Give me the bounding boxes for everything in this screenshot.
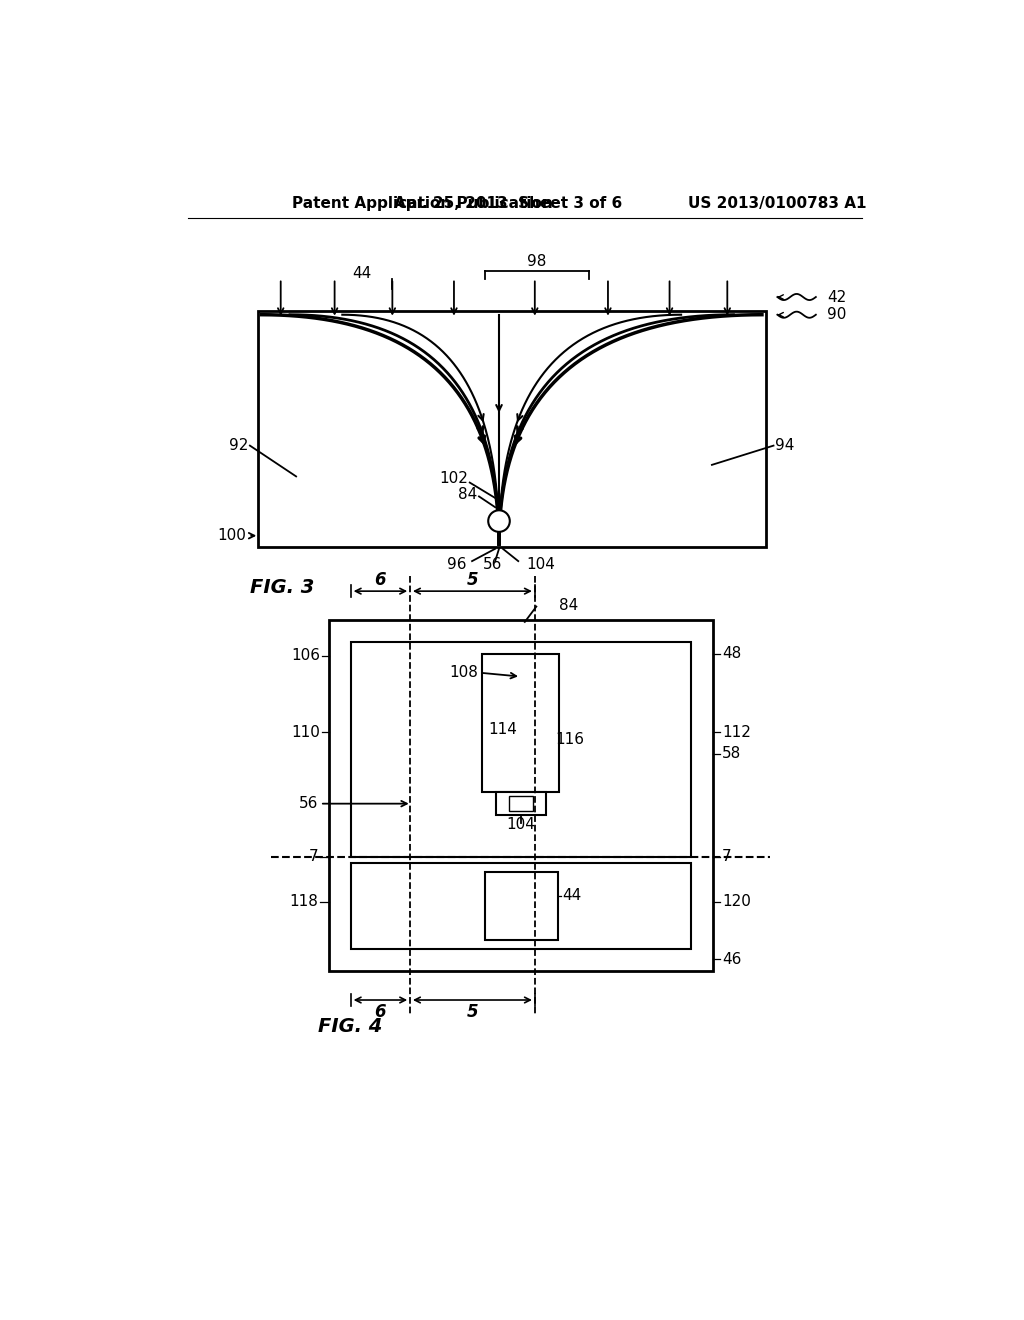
Text: 94: 94 [775, 438, 795, 453]
Text: 5: 5 [467, 1003, 478, 1022]
Text: US 2013/0100783 A1: US 2013/0100783 A1 [688, 195, 866, 211]
Text: 44: 44 [352, 267, 371, 281]
Text: 6: 6 [374, 1003, 386, 1022]
Bar [497, 792, 547, 816]
Bar [258, 312, 766, 548]
Text: 48: 48 [722, 645, 741, 661]
Text: 100: 100 [217, 528, 246, 544]
Bar [330, 620, 713, 970]
Text: 110: 110 [291, 725, 319, 739]
Text: 7: 7 [309, 849, 318, 865]
Text: Patent Application Publication: Patent Application Publication [292, 195, 553, 211]
Text: 7: 7 [722, 849, 731, 865]
Text: 112: 112 [722, 725, 751, 739]
Text: 116: 116 [556, 733, 585, 747]
Text: 58: 58 [722, 746, 741, 762]
Bar [351, 642, 691, 857]
Text: 5: 5 [467, 570, 478, 589]
Text: 96: 96 [447, 557, 467, 572]
Text: 84: 84 [559, 598, 579, 612]
Text: 56: 56 [299, 796, 318, 812]
Text: FIG. 3: FIG. 3 [250, 578, 314, 597]
Text: 102: 102 [439, 471, 468, 486]
Bar [509, 796, 532, 812]
Text: Apr. 25, 2013  Sheet 3 of 6: Apr. 25, 2013 Sheet 3 of 6 [394, 195, 622, 211]
Text: 46: 46 [722, 952, 741, 966]
Text: 108: 108 [450, 665, 478, 680]
Text: 118: 118 [290, 894, 318, 909]
Text: 104: 104 [507, 817, 536, 832]
Text: 84: 84 [458, 487, 477, 502]
Text: 56: 56 [483, 557, 503, 572]
Bar [482, 653, 559, 792]
Text: 42: 42 [827, 289, 847, 305]
Text: 92: 92 [229, 438, 249, 453]
Text: 90: 90 [827, 308, 847, 322]
Text: 106: 106 [291, 648, 319, 664]
Text: 114: 114 [488, 722, 517, 738]
Bar [351, 863, 691, 949]
Bar [484, 873, 558, 940]
Text: 104: 104 [526, 557, 555, 572]
Text: 6: 6 [374, 570, 386, 589]
Text: FIG. 4: FIG. 4 [317, 1016, 382, 1036]
Circle shape [488, 511, 510, 532]
Text: 98: 98 [526, 253, 546, 269]
Text: 120: 120 [722, 894, 751, 909]
Text: 44: 44 [562, 888, 581, 903]
